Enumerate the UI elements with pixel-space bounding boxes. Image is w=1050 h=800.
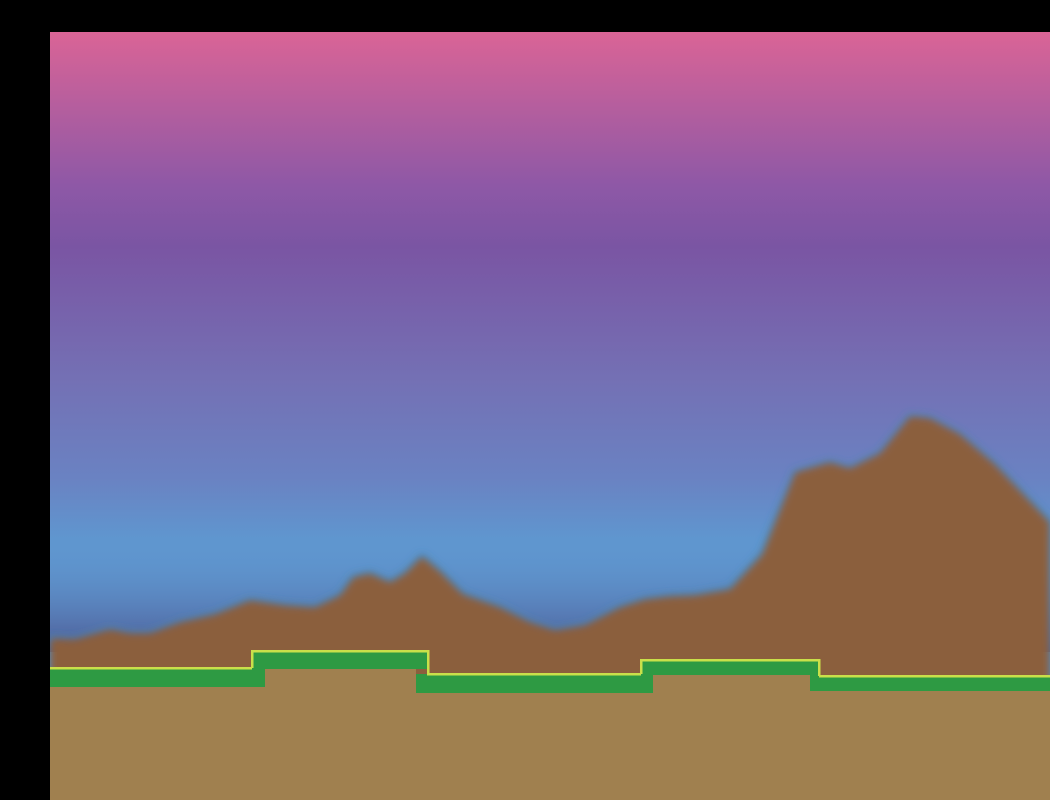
ground-platform — [416, 673, 653, 800]
ground-platform-raised[interactable] — [251, 650, 430, 800]
ground-platform — [50, 667, 265, 800]
ground-platforms — [50, 650, 1050, 800]
ground-platform-raised[interactable] — [640, 659, 821, 800]
game-viewport[interactable] — [50, 32, 1050, 800]
level-scene — [50, 32, 1050, 800]
ground-platform — [810, 675, 1050, 800]
